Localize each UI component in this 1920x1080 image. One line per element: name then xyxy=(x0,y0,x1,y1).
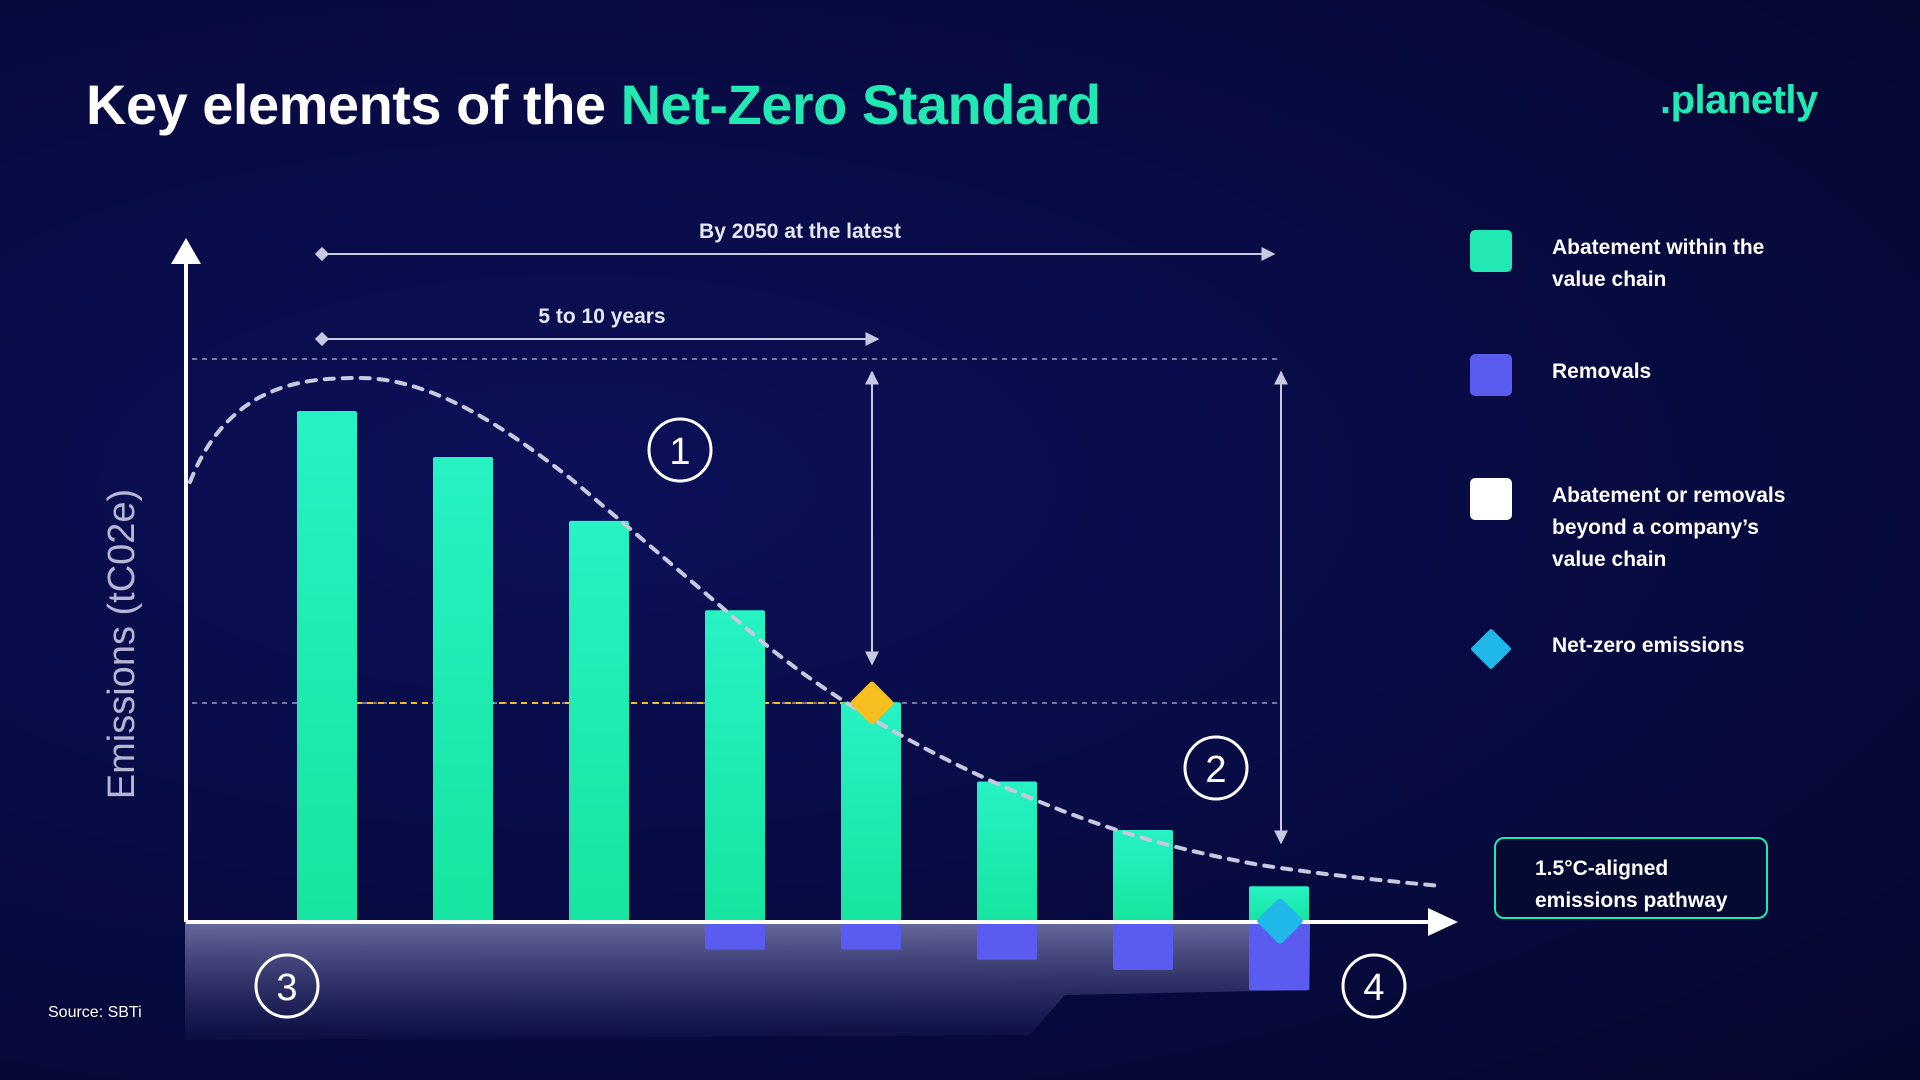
legend-label-removals: Removals xyxy=(1552,360,1652,383)
removals-bar-7 xyxy=(1113,924,1173,970)
removals-bar-6 xyxy=(977,924,1037,960)
legend-item-removals: Removals xyxy=(1470,354,1812,396)
beyond-swatch-icon xyxy=(1470,478,1512,520)
emissions-pathway-curve xyxy=(188,375,1442,888)
removals-bar-4 xyxy=(705,924,765,950)
long-term-span-start xyxy=(314,246,330,262)
y-axis-label: Emissions (tC02e) xyxy=(101,489,143,799)
page-title: Key elements of the Net-Zero Standard xyxy=(86,72,1101,137)
abatement-bar-3 xyxy=(569,520,629,922)
legend-item-net-zero: Net-zero emissions xyxy=(1470,628,1812,670)
abatement-bar-6 xyxy=(977,781,1037,922)
abatement-bar-1 xyxy=(297,411,357,922)
legend-label-beyond: Abatement or removals beyond a company’s… xyxy=(1552,484,1786,571)
planetly-logo: .planetly xyxy=(1660,78,1818,122)
marker-2-label: 2 xyxy=(1205,749,1226,791)
marker-3-label: 3 xyxy=(276,967,297,1009)
bars-group xyxy=(297,411,1309,991)
near-term-span-start xyxy=(314,331,330,347)
abatement-swatch-icon xyxy=(1470,230,1512,272)
removals-bar-8 xyxy=(1249,924,1309,991)
removals-swatch-icon xyxy=(1470,354,1512,396)
near-term-span-label: 5 to 10 years xyxy=(538,305,665,328)
abatement-bar-5 xyxy=(841,702,901,922)
net-zero-diamond xyxy=(1257,898,1303,944)
title-accent: Net-Zero Standard xyxy=(620,73,1102,136)
source-note: Source: SBTi xyxy=(48,1004,142,1021)
abatement-bar-4 xyxy=(705,610,765,922)
y-axis-arrowhead xyxy=(171,238,201,264)
abatement-bar-2 xyxy=(433,456,493,922)
marker-1: 1 xyxy=(647,417,713,483)
marker-4-label: 4 xyxy=(1363,967,1384,1009)
removals-bar-5 xyxy=(841,924,901,950)
interim-target-diamond xyxy=(850,681,894,725)
long-term-span-label: By 2050 at the latest xyxy=(699,220,901,243)
marker-3: 3 xyxy=(254,953,320,1019)
marker-4: 4 xyxy=(1341,953,1407,1019)
title-plain: Key elements of the xyxy=(86,73,606,136)
x-axis-arrowhead xyxy=(1428,908,1458,936)
net-zero-diamond-icon xyxy=(1470,628,1512,670)
legend-label-abatement: Abatement within the value chain xyxy=(1552,236,1765,291)
pathway-callout-line1: 1.5°C-aligned xyxy=(1535,857,1669,880)
marker-1-label: 1 xyxy=(669,431,690,473)
abatement-bar-7 xyxy=(1113,830,1173,922)
legend-item-beyond: Abatement or removals beyond a company’s… xyxy=(1470,478,1812,576)
pathway-callout-box: 1.5°C-aligned emissions pathway xyxy=(1494,837,1768,919)
legend-label-net-zero: Net-zero emissions xyxy=(1552,634,1745,657)
legend-item-abatement: Abatement within the value chain xyxy=(1470,230,1812,296)
marker-2: 2 xyxy=(1183,735,1249,801)
pathway-callout-line2: emissions pathway xyxy=(1535,889,1728,912)
